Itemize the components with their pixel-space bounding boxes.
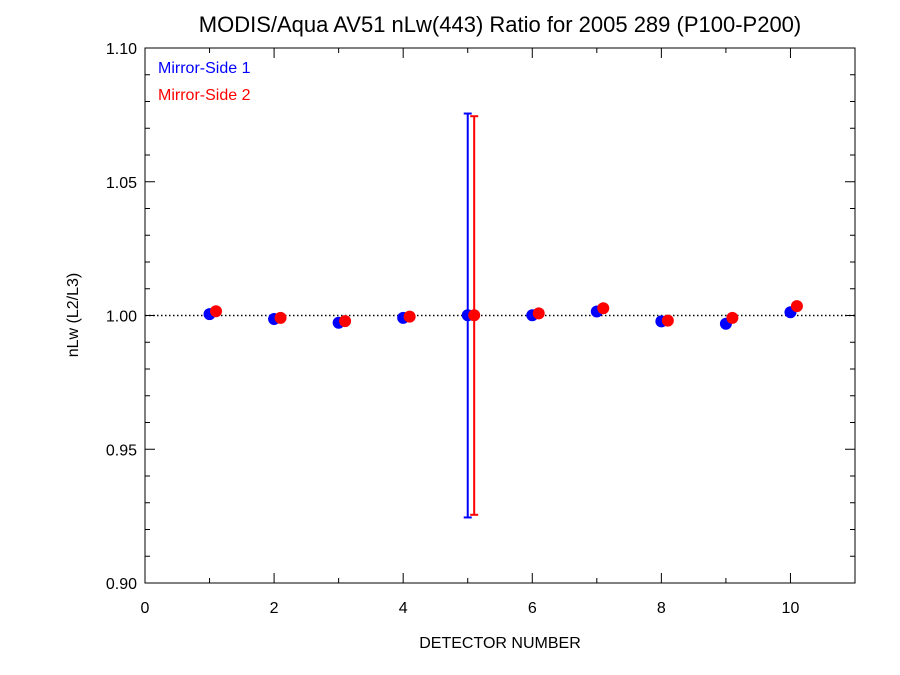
data-point bbox=[468, 309, 481, 322]
data-point bbox=[210, 305, 222, 318]
legend-entry: Mirror-Side 1 bbox=[158, 60, 251, 77]
y-tick-label: 1.05 bbox=[106, 175, 137, 192]
y-tick-label: 0.95 bbox=[106, 442, 137, 459]
x-tick-label: 10 bbox=[782, 600, 800, 617]
y-axis: 0.90 0.95 1.00 1.05 1.10 bbox=[106, 41, 855, 593]
data-points bbox=[203, 300, 803, 330]
data-point bbox=[597, 302, 610, 315]
y-tick-label: 1.00 bbox=[106, 309, 137, 326]
data-point bbox=[339, 315, 352, 328]
x-axis: 0 2 4 6 8 10 bbox=[141, 48, 856, 617]
data-point bbox=[661, 314, 674, 327]
x-tick-label: 4 bbox=[399, 600, 408, 617]
y-axis-label: nLw (L2/L3) bbox=[65, 273, 82, 358]
y-tick-label: 1.10 bbox=[106, 41, 137, 58]
data-point bbox=[726, 311, 739, 324]
data-point bbox=[790, 300, 803, 313]
x-tick-label: 8 bbox=[657, 600, 666, 617]
x-axis-label: DETECTOR NUMBER bbox=[419, 635, 581, 652]
legend-entry: Mirror-Side 2 bbox=[158, 87, 251, 104]
x-tick-label: 2 bbox=[270, 600, 279, 617]
x-tick-label: 6 bbox=[528, 600, 537, 617]
data-point bbox=[274, 311, 287, 324]
data-point bbox=[532, 307, 545, 320]
data-point bbox=[403, 310, 416, 323]
legend: Mirror-Side 1 Mirror-Side 2 bbox=[158, 60, 251, 104]
chart-title: MODIS/Aqua AV51 nLw(443) Ratio for 2005 … bbox=[199, 12, 802, 37]
y-tick-label: 0.90 bbox=[106, 576, 137, 593]
plot-frame bbox=[144, 47, 856, 584]
x-tick-label: 0 bbox=[141, 600, 150, 617]
